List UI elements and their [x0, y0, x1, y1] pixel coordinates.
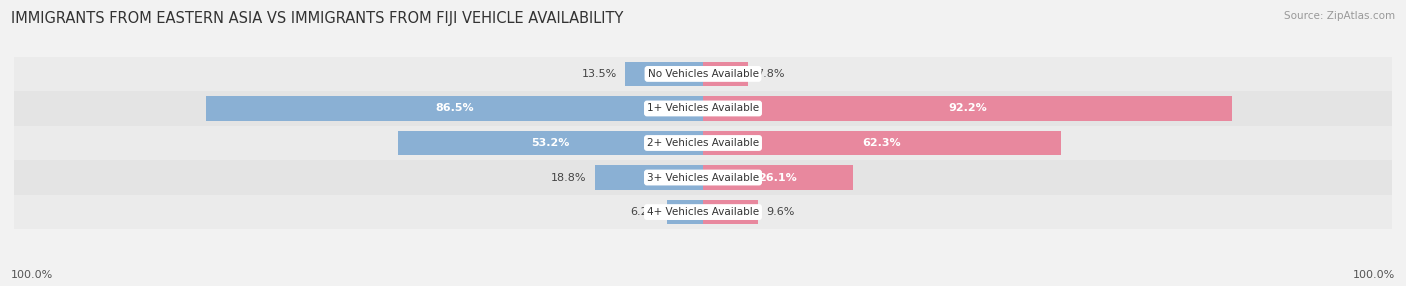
- Bar: [207, 96, 703, 121]
- FancyBboxPatch shape: [14, 160, 1392, 195]
- Text: 92.2%: 92.2%: [948, 104, 987, 114]
- Text: 26.1%: 26.1%: [759, 172, 797, 182]
- Text: 1+ Vehicles Available: 1+ Vehicles Available: [647, 104, 759, 114]
- Text: 7.8%: 7.8%: [756, 69, 785, 79]
- Bar: [595, 165, 703, 190]
- Text: 53.2%: 53.2%: [531, 138, 569, 148]
- Text: 4+ Vehicles Available: 4+ Vehicles Available: [647, 207, 759, 217]
- Text: No Vehicles Available: No Vehicles Available: [648, 69, 758, 79]
- FancyBboxPatch shape: [14, 195, 1392, 229]
- Text: 9.6%: 9.6%: [766, 207, 796, 217]
- Text: IMMIGRANTS FROM EASTERN ASIA VS IMMIGRANTS FROM FIJI VEHICLE AVAILABILITY: IMMIGRANTS FROM EASTERN ASIA VS IMMIGRAN…: [11, 11, 624, 26]
- Bar: [703, 165, 853, 190]
- Text: 2+ Vehicles Available: 2+ Vehicles Available: [647, 138, 759, 148]
- Text: 86.5%: 86.5%: [436, 104, 474, 114]
- Bar: [703, 62, 748, 86]
- FancyBboxPatch shape: [14, 91, 1392, 126]
- Bar: [703, 131, 1060, 155]
- Bar: [626, 62, 703, 86]
- Text: 18.8%: 18.8%: [551, 172, 586, 182]
- Legend: Immigrants from Eastern Asia, Immigrants from Fiji: Immigrants from Eastern Asia, Immigrants…: [537, 284, 869, 286]
- Text: 100.0%: 100.0%: [1353, 270, 1395, 280]
- Text: 100.0%: 100.0%: [11, 270, 53, 280]
- FancyBboxPatch shape: [14, 126, 1392, 160]
- Bar: [668, 200, 703, 224]
- Text: 3+ Vehicles Available: 3+ Vehicles Available: [647, 172, 759, 182]
- Bar: [703, 96, 1232, 121]
- Text: Source: ZipAtlas.com: Source: ZipAtlas.com: [1284, 11, 1395, 21]
- Bar: [398, 131, 703, 155]
- FancyBboxPatch shape: [14, 57, 1392, 91]
- Bar: [703, 200, 758, 224]
- Text: 13.5%: 13.5%: [582, 69, 617, 79]
- Text: 6.2%: 6.2%: [630, 207, 659, 217]
- Text: 62.3%: 62.3%: [862, 138, 901, 148]
